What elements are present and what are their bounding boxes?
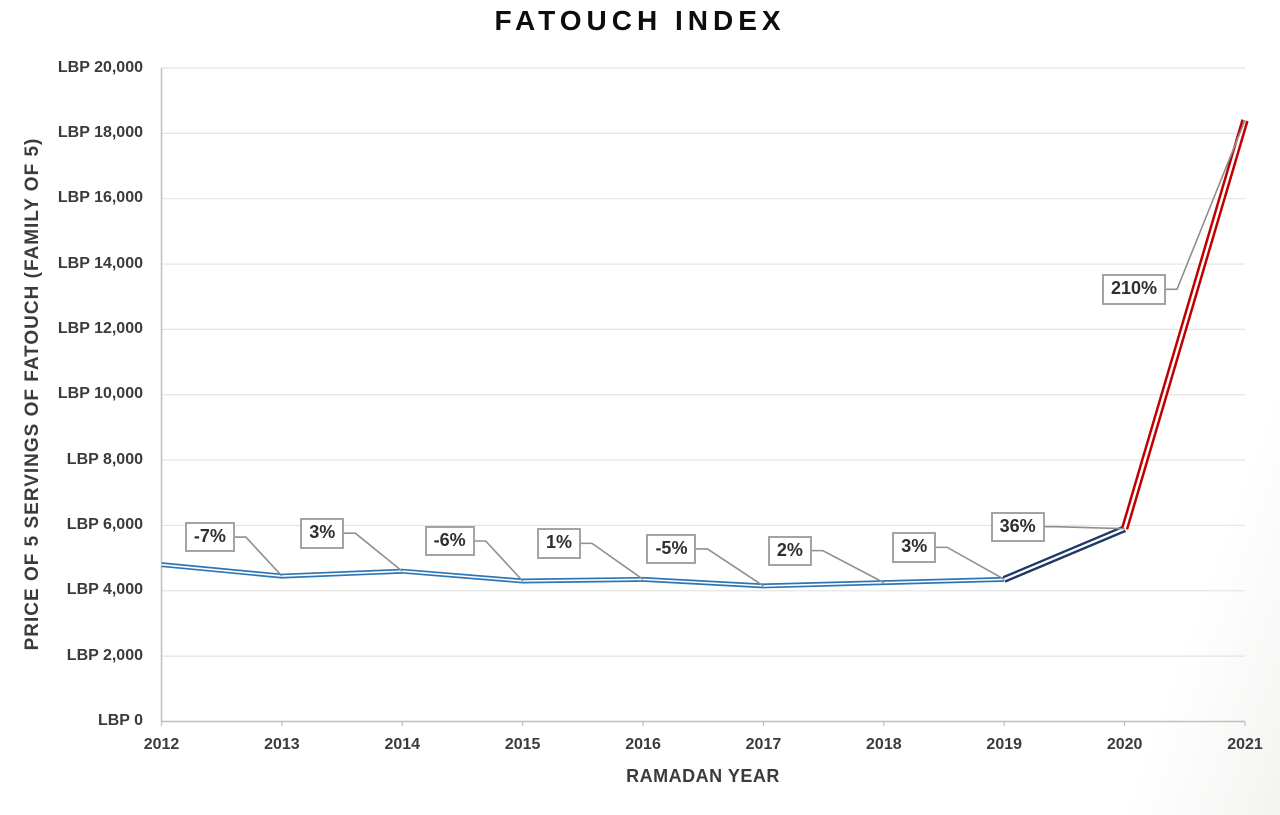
- label-leader-line: [1164, 119, 1246, 291]
- y-tick-label: LBP 0: [97, 712, 143, 729]
- x-tick-label: 2012: [143, 736, 180, 753]
- series-line-core: [1003, 527, 1126, 581]
- x-tick-label: 2017: [745, 736, 782, 753]
- label-leader-line: [934, 546, 1005, 581]
- y-tick-label: LBP 14,000: [57, 254, 143, 272]
- x-tick-label: 2019: [986, 736, 1023, 753]
- y-tick-label: LBP 4,000: [66, 581, 143, 599]
- label-leader-line: [694, 548, 764, 587]
- x-tick-label: 2020: [1106, 736, 1143, 753]
- label-leader-line: [342, 532, 403, 572]
- label-leader-line: [809, 549, 885, 584]
- y-tick-label: LBP 10,000: [57, 385, 143, 403]
- x-tick-label: 2018: [866, 736, 902, 753]
- x-tick-label: 2013: [264, 736, 300, 753]
- pct-change-label: 1%: [537, 528, 582, 559]
- label-leader-line: [579, 542, 644, 581]
- y-tick-label: LBP 18,000: [57, 123, 143, 141]
- y-tick-label: LBP 12,000: [57, 319, 143, 337]
- pct-change-label: -7%: [184, 522, 235, 553]
- y-tick-label: LBP 6,000: [66, 515, 143, 533]
- y-tick-label: LBP 2,000: [66, 646, 143, 664]
- pct-change-label: 3%: [892, 532, 937, 563]
- x-tick-label: 2021: [1227, 736, 1263, 753]
- label-leader-line: [472, 540, 524, 582]
- x-tick-label: 2016: [625, 736, 661, 753]
- pct-change-label: 36%: [990, 511, 1045, 543]
- x-tick-label: 2015: [504, 736, 541, 753]
- pct-change-label: 3%: [300, 518, 345, 549]
- y-tick-label: LBP 20,000: [57, 58, 143, 76]
- chart-title: FATOUCH INDEX: [494, 5, 786, 36]
- series-line-core: [161, 563, 1005, 587]
- x-tick-label: 2014: [384, 736, 421, 753]
- pct-change-label: -5%: [646, 533, 697, 565]
- pct-change-label: 2%: [767, 535, 812, 567]
- y-tick-label: LBP 16,000: [57, 189, 143, 207]
- pct-change-label: 210%: [1102, 274, 1167, 305]
- y-tick-label: LBP 8,000: [66, 450, 143, 468]
- series-line-core: [1123, 119, 1247, 530]
- label-leader-line: [232, 536, 283, 577]
- x-axis-title: RAMADAN YEAR: [626, 766, 780, 786]
- pct-change-label: -6%: [424, 525, 475, 557]
- label-leader-line: [1042, 525, 1125, 530]
